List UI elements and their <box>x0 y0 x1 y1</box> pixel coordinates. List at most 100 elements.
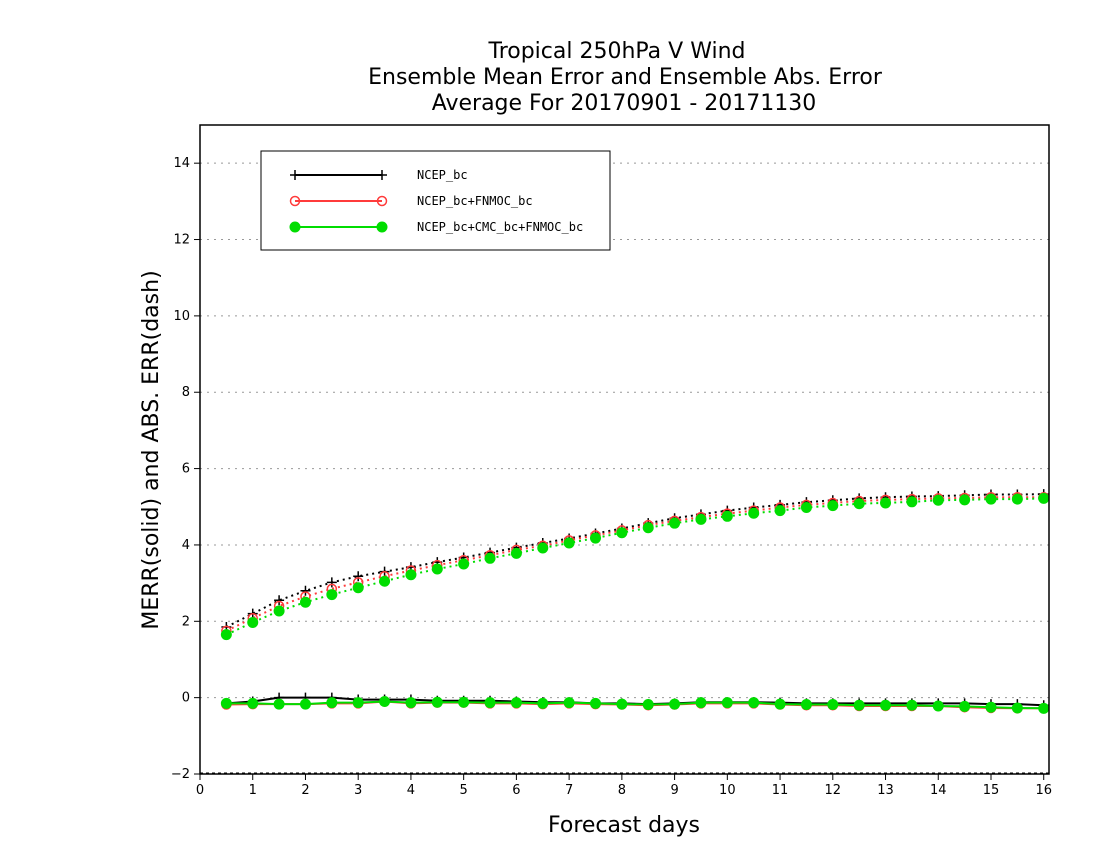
abs-error-point <box>352 582 364 594</box>
mean-error-point <box>1011 702 1023 714</box>
title-line-2: Ensemble Mean Error and Ensemble Abs. Er… <box>368 65 883 90</box>
x-tick-label: 4 <box>407 783 415 798</box>
x-tick-label: 1 <box>249 783 257 798</box>
legend-marker <box>376 221 388 233</box>
legend-items: NCEP_bc NCEP_bc+FNMOC_bc NCEP_bc+CMC_bc+FN… <box>289 168 583 234</box>
y-tick-label: 2 <box>182 614 190 629</box>
y-tick-label: 0 <box>182 691 190 706</box>
mean-error-point <box>247 697 259 709</box>
abs-error-point <box>642 522 654 534</box>
series-1 <box>221 491 1049 714</box>
series-2 <box>220 492 1050 714</box>
legend-marker <box>289 221 301 233</box>
y-tick-label: −2 <box>171 767 190 782</box>
mean-error-point <box>695 697 707 709</box>
abs-error-point <box>300 585 311 596</box>
abs-error-point <box>906 496 918 508</box>
abs-error-point <box>274 595 285 606</box>
abs-error-point <box>932 494 944 506</box>
abs-error-point <box>247 616 259 628</box>
mean-error-point <box>827 699 839 711</box>
x-tick-label: 10 <box>719 783 736 798</box>
legend-label: NCEP_bc+FNMOC_bc <box>417 194 533 208</box>
title-line-3: Average For 20170901 - 20171130 <box>432 91 817 116</box>
mean-error-point <box>299 698 311 710</box>
abs-error-line <box>225 496 1044 632</box>
x-tick-label: 8 <box>618 783 626 798</box>
x-axis-title: Forecast days <box>548 813 700 838</box>
x-tick-label: 11 <box>772 783 789 798</box>
abs-error-point <box>299 596 311 608</box>
mean-error-point <box>748 697 760 709</box>
x-tick-label: 15 <box>983 783 1000 798</box>
x-tick-label: 0 <box>196 783 204 798</box>
y-tick-label: 10 <box>173 309 190 324</box>
x-tick-label: 2 <box>301 783 309 798</box>
legend-item-2: NCEP_bc+CMC_bc+FNMOC_bc <box>289 220 583 234</box>
plus-marker-path <box>300 585 311 596</box>
abs-error-point <box>774 505 786 517</box>
mean-error-point <box>326 697 338 709</box>
y-tick-label: 4 <box>182 538 190 553</box>
plus-marker-path <box>353 571 364 582</box>
abs-error-line <box>225 493 1044 628</box>
mean-error-point <box>1038 702 1050 714</box>
chart-title: Tropical 250hPa V Wind Ensemble Mean Err… <box>368 39 883 116</box>
abs-error-point <box>880 497 892 509</box>
mean-error-point <box>510 697 522 709</box>
plus-marker-path <box>326 577 337 588</box>
series <box>220 489 1050 714</box>
abs-error-point <box>827 500 839 512</box>
mean-error-point <box>458 696 470 708</box>
y-tick-label: 12 <box>173 233 190 248</box>
abs-error-point <box>589 532 601 544</box>
legend-label: NCEP_bc+CMC_bc+FNMOC_bc <box>417 220 583 234</box>
abs-error-point <box>695 513 707 525</box>
mean-error-point <box>800 699 812 711</box>
abs-error-point <box>985 493 997 505</box>
abs-error-point <box>220 629 232 641</box>
mean-error-point <box>537 697 549 709</box>
mean-error-point <box>959 700 971 712</box>
mean-error-point <box>721 697 733 709</box>
abs-error-point <box>484 552 496 564</box>
abs-error-point <box>379 575 391 587</box>
abs-error-point <box>537 542 549 554</box>
x-tick-label: 9 <box>670 783 678 798</box>
x-tick-label: 12 <box>825 783 842 798</box>
abs-error-point <box>853 498 865 510</box>
abs-error-point <box>800 502 812 514</box>
abs-error-point <box>510 547 522 559</box>
mean-error-point <box>563 697 575 709</box>
y-tick-label: 8 <box>182 385 190 400</box>
mean-error-point <box>220 697 232 709</box>
abs-error-point <box>326 589 338 601</box>
plot-frame <box>199 124 1050 775</box>
abs-error-point <box>353 571 364 582</box>
legend-item-0: NCEP_bc <box>290 168 468 182</box>
axes <box>194 162 1049 780</box>
mean-error-point <box>405 697 417 709</box>
legend-label: NCEP_bc <box>417 168 468 182</box>
mean-error-point <box>906 699 918 711</box>
mean-error-point <box>379 695 391 707</box>
x-tick-label: 14 <box>930 783 947 798</box>
abs-error-point <box>1038 492 1050 504</box>
plus-marker-path <box>377 170 387 180</box>
series-0 <box>221 489 1049 711</box>
x-tick-label: 7 <box>565 783 573 798</box>
abs-error-point <box>959 494 971 506</box>
x-tick-label: 6 <box>512 783 520 798</box>
abs-error-point <box>273 605 285 617</box>
abs-error-point <box>669 517 681 529</box>
legend-marker <box>377 170 387 180</box>
x-tick-label: 13 <box>877 783 894 798</box>
abs-error-point <box>616 527 628 539</box>
legend-marker <box>376 195 388 207</box>
mean-error-point <box>352 697 364 709</box>
abs-error-line <box>225 497 1044 636</box>
mean-error-point <box>642 699 654 711</box>
mean-error-point <box>985 701 997 713</box>
mean-error-point <box>589 697 601 709</box>
